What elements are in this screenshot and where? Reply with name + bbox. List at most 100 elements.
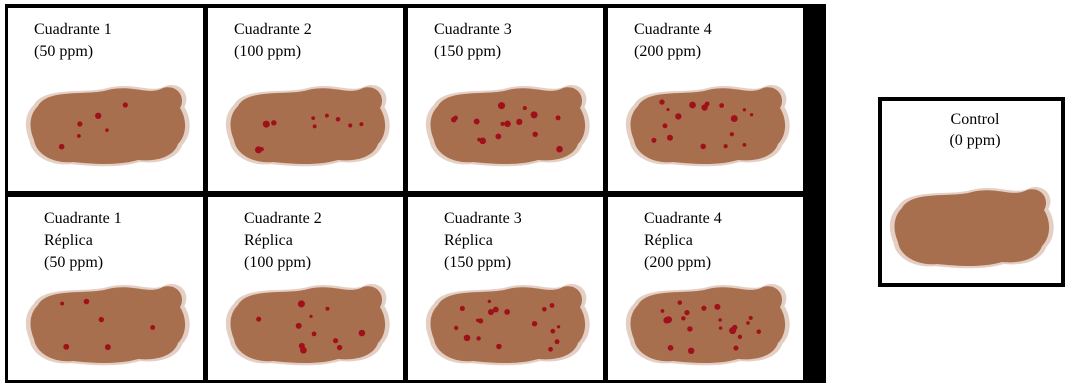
- blob: [631, 286, 786, 363]
- panel-label: Cuadrante 4: [644, 210, 722, 227]
- dot: [665, 316, 672, 323]
- dot: [311, 116, 315, 120]
- dot: [663, 123, 668, 128]
- dot: [77, 121, 82, 126]
- dot: [724, 144, 728, 148]
- panel-label: Réplica: [44, 232, 93, 249]
- panel-label: (50 ppm): [44, 254, 103, 271]
- dot: [556, 146, 563, 153]
- dot: [296, 323, 302, 329]
- dot: [263, 121, 270, 128]
- dot: [312, 332, 317, 337]
- dot: [451, 117, 457, 123]
- dot: [504, 309, 510, 315]
- dot: [337, 345, 342, 350]
- panel-label: Réplica: [644, 232, 693, 249]
- panel-label: (100 ppm): [244, 254, 311, 271]
- dot: [651, 138, 656, 143]
- panel-label: Cuadrante 2: [234, 21, 312, 38]
- dot: [325, 114, 329, 118]
- dot: [718, 318, 722, 322]
- dot: [743, 108, 746, 111]
- panel-label: Cuadrante 2: [244, 210, 322, 227]
- sample-blob: [26, 284, 190, 365]
- dot: [476, 319, 479, 322]
- dot: [260, 147, 264, 151]
- sample-blob: [426, 284, 590, 365]
- dot: [313, 124, 317, 128]
- dot: [746, 321, 750, 325]
- panel-label: Cuadrante 1: [44, 210, 122, 227]
- dot: [460, 306, 465, 311]
- dot: [271, 120, 276, 125]
- dot: [59, 144, 65, 150]
- dot: [336, 117, 341, 122]
- dot: [675, 113, 681, 119]
- panel-label: Cuadrante 3: [444, 210, 522, 227]
- panel-label: (150 ppm): [434, 43, 501, 60]
- dot: [688, 348, 694, 354]
- dot: [95, 113, 101, 119]
- dot: [678, 300, 683, 305]
- dot: [63, 344, 69, 350]
- panel-label: (50 ppm): [34, 43, 93, 60]
- dot: [500, 122, 504, 126]
- dot: [750, 113, 753, 116]
- dot: [77, 134, 81, 138]
- dot: [738, 335, 742, 339]
- dot: [733, 346, 738, 351]
- dot: [99, 317, 104, 322]
- dot: [476, 336, 480, 340]
- dot: [757, 329, 762, 334]
- dot: [556, 115, 561, 120]
- sample-blob: [890, 187, 1054, 268]
- dot: [661, 309, 665, 313]
- dot: [684, 310, 689, 315]
- dot: [523, 106, 527, 110]
- dot: [700, 144, 706, 150]
- sample-blob: [226, 85, 390, 166]
- dot: [714, 304, 720, 310]
- dot: [532, 321, 537, 326]
- panel-label: Réplica: [244, 232, 293, 249]
- dot: [348, 123, 352, 127]
- panel-label: Cuadrante 3: [434, 21, 512, 38]
- blob: [431, 286, 586, 363]
- panel-label: (100 ppm): [234, 43, 301, 60]
- dot: [496, 344, 501, 349]
- panel-label: (150 ppm): [444, 254, 511, 271]
- dot: [731, 115, 738, 122]
- dot: [730, 132, 734, 136]
- control-label: (0 ppm): [949, 132, 1000, 149]
- blob: [631, 87, 786, 164]
- dot: [504, 121, 511, 128]
- sample-blob: [26, 85, 190, 166]
- dot: [498, 102, 505, 109]
- dot: [150, 325, 155, 330]
- dot: [325, 307, 329, 311]
- dot: [689, 102, 696, 109]
- dot: [516, 119, 522, 125]
- dot: [666, 108, 669, 111]
- dot: [548, 347, 553, 352]
- dot: [531, 111, 538, 118]
- dot: [105, 344, 111, 350]
- dot: [105, 128, 109, 132]
- dot: [667, 135, 673, 141]
- dot: [557, 325, 560, 328]
- dot: [298, 300, 305, 307]
- dot: [668, 345, 674, 351]
- dot: [681, 316, 685, 320]
- control-label: Control: [951, 111, 1000, 128]
- dot: [719, 326, 722, 329]
- sample-blob: [426, 85, 590, 166]
- dot: [732, 325, 737, 330]
- dot: [256, 317, 261, 322]
- dot: [464, 335, 471, 342]
- dot: [742, 143, 746, 147]
- dot: [84, 299, 90, 305]
- figure: Cuadrante 1 (50 ppm) Cuadrante 2 (100 ppm) C…: [0, 0, 1066, 383]
- dot: [488, 309, 494, 315]
- dot: [309, 315, 312, 318]
- dot: [542, 307, 547, 312]
